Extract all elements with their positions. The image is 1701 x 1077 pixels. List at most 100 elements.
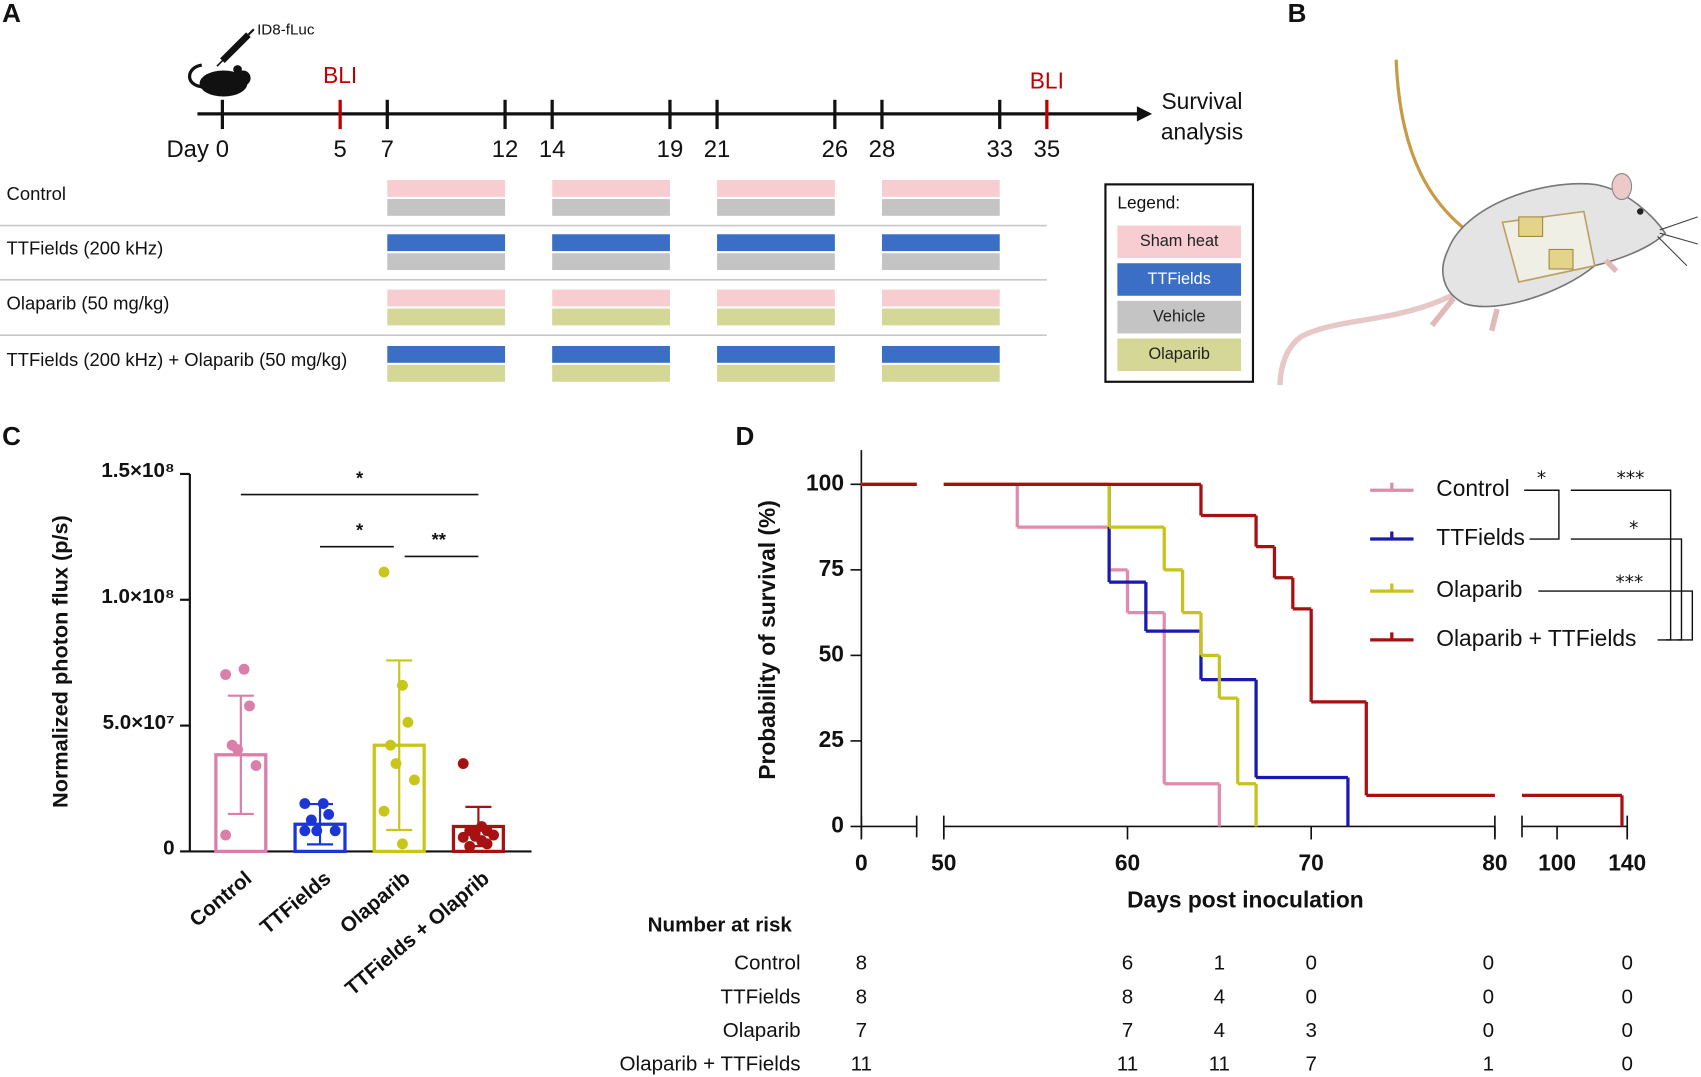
data-point [232, 744, 243, 755]
risk-count: 0 [1621, 1053, 1632, 1076]
legend-label: Olaparib [1436, 576, 1522, 602]
data-point [481, 838, 493, 850]
legend-swatch [1117, 338, 1242, 372]
treatment-bar [552, 180, 670, 197]
data-point [469, 830, 481, 842]
y-tick-label: 1.0×10⁸ [101, 585, 174, 608]
x-tick-label: 50 [931, 849, 956, 875]
risk-count: 8 [856, 985, 867, 1008]
data-point [220, 829, 232, 841]
data-point [457, 758, 469, 770]
significance-label: *** [1617, 468, 1645, 489]
significance-label: * [356, 519, 364, 540]
survival-curve [861, 482, 1350, 827]
x-tick-label: TTFields + Olaprib [341, 867, 494, 1000]
risk-count: 0 [1621, 1019, 1632, 1042]
risk-row-label: Olaparib + TTFields [620, 1053, 801, 1076]
treatment-bar [387, 253, 506, 271]
data-point [397, 838, 408, 850]
legend-label: Control [1436, 475, 1509, 501]
x-tick-label: 80 [1482, 849, 1507, 875]
treatment-bar [387, 308, 506, 326]
treatment-bar [717, 253, 835, 271]
injection-label: ID8-fLuc [257, 21, 315, 38]
data-point [408, 774, 420, 786]
data-point [244, 700, 255, 712]
risk-count: 8 [856, 952, 867, 975]
risk-count: 0 [1483, 952, 1494, 975]
y-tick-label: 1.5×10⁸ [101, 459, 174, 482]
group-label: Control [7, 183, 66, 204]
group-label: TTFields (200 kHz) [7, 237, 164, 258]
data-point [299, 825, 311, 837]
timeline-tick-label: 33 [986, 136, 1013, 163]
risk-count: 7 [1305, 1053, 1316, 1076]
treatment-bar [717, 234, 835, 252]
data-point [311, 825, 323, 837]
x-tick-label: 60 [1115, 849, 1140, 875]
timeline-tick-label: 19 [657, 136, 684, 163]
risk-row-label: Olaparib [723, 1019, 801, 1042]
day-label: Day [166, 136, 209, 163]
treatment-bar [387, 364, 506, 382]
treatment-bar [881, 253, 1000, 271]
y-axis-label: Probability of survival (%) [754, 500, 780, 780]
treatment-bar [387, 180, 506, 197]
data-point [457, 831, 469, 843]
panel-label: C [2, 421, 21, 451]
data-point [238, 663, 250, 675]
treatment-bar [881, 364, 1000, 382]
y-tick-label: 0 [163, 837, 174, 860]
legend-label: Olaparib [1148, 345, 1209, 363]
timeline-arrow [1136, 106, 1153, 122]
risk-count: 7 [856, 1019, 867, 1042]
risk-count: 11 [1117, 1053, 1138, 1076]
data-point [385, 739, 396, 751]
treatment-bar [552, 308, 670, 326]
data-point [323, 808, 335, 820]
treatment-bar [717, 364, 835, 382]
legend-label: Vehicle [1153, 307, 1205, 325]
y-tick-label: 25 [819, 726, 845, 752]
treatment-bar [552, 253, 670, 271]
treatment-bar [881, 199, 1000, 216]
group-label: TTFields (200 kHz) + Olaparib (50 mg/kg) [7, 349, 348, 370]
x-tick-label: 140 [1608, 849, 1646, 875]
bli-label: BLI [323, 62, 357, 88]
timeline-tick-label: 7 [381, 136, 394, 163]
significance-label: *** [1616, 573, 1644, 594]
survival-curve [861, 482, 1624, 827]
x-tick-label: 100 [1538, 849, 1576, 875]
treatment-bar [717, 289, 835, 307]
data-point [390, 758, 402, 770]
data-point [397, 679, 408, 691]
risk-count: 0 [1621, 952, 1632, 975]
mouse-icon [187, 63, 251, 97]
legend-swatch [1117, 263, 1242, 296]
treatment-bar [881, 345, 1000, 363]
timeline-tick-label: 12 [492, 136, 519, 163]
x-tick-label: 0 [855, 849, 868, 875]
treatment-bar [552, 234, 670, 252]
risk-count: 1 [1483, 1053, 1494, 1076]
legend-line [1370, 632, 1414, 642]
x-tick-label: TTFields [256, 867, 336, 939]
significance-label: * [1629, 518, 1638, 539]
data-point [250, 760, 262, 772]
significance-label: ** [432, 529, 447, 550]
panel-label: B [1288, 0, 1307, 28]
risk-count: 4 [1214, 985, 1225, 1008]
risk-count: 3 [1305, 1019, 1316, 1042]
significance-bracket [1570, 538, 1683, 641]
group-label: Olaparib (50 mg/kg) [7, 293, 170, 314]
data-point [299, 798, 311, 810]
treatment-bar [387, 234, 506, 252]
survival-curve [861, 482, 1258, 827]
end-label: Survival [1161, 88, 1242, 114]
significance-label: * [1537, 468, 1546, 489]
risk-count: 0 [1305, 985, 1316, 1008]
legend-label: Olaparib + TTFields [1436, 625, 1636, 651]
end-label: analysis [1161, 118, 1243, 144]
legend-label: Sham heat [1140, 232, 1219, 250]
timeline-tick-label: 21 [704, 136, 731, 163]
